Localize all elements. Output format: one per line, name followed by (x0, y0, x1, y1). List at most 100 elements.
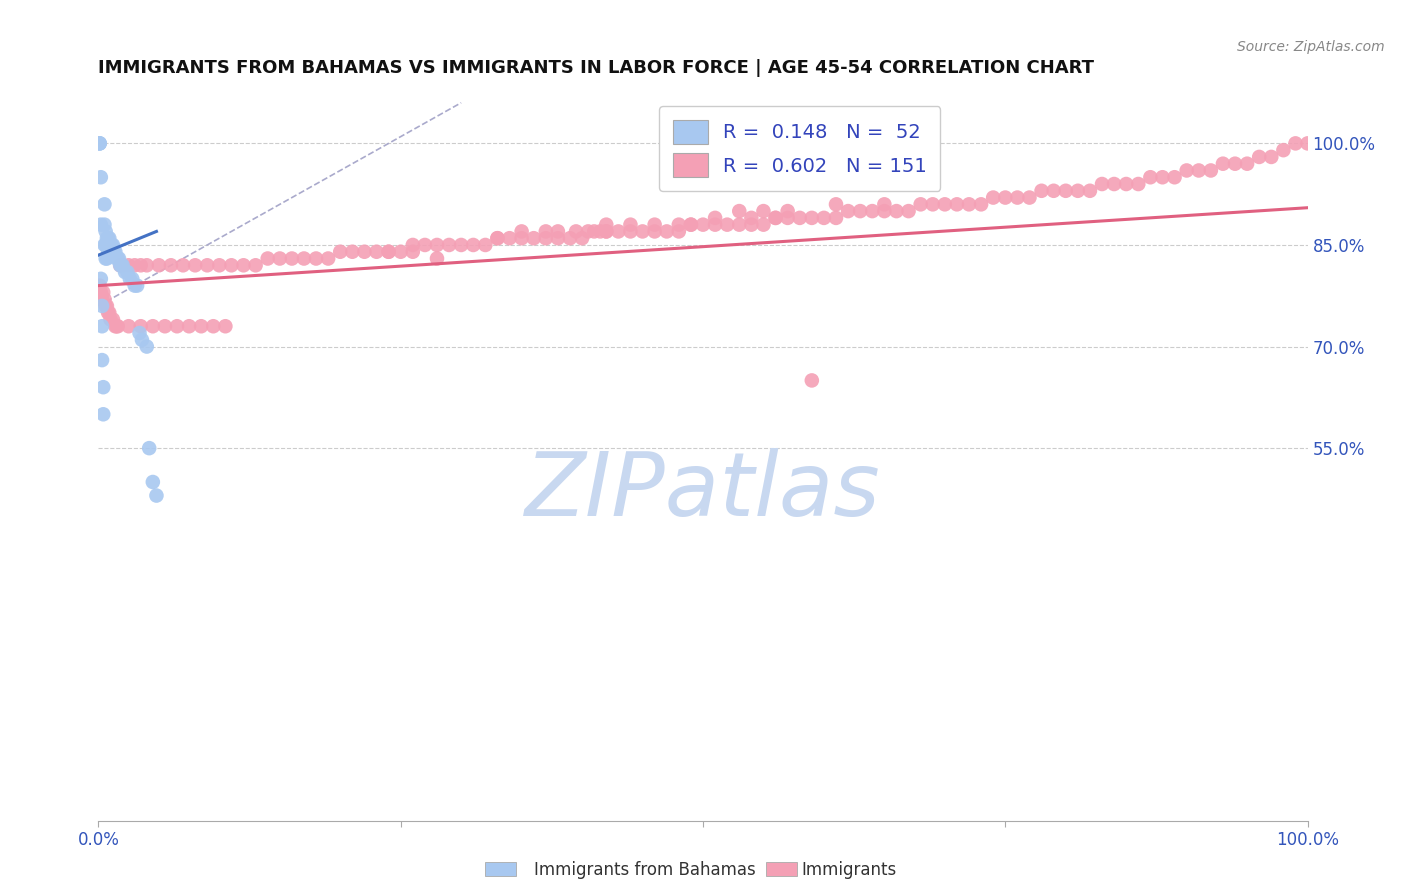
Point (97, 238, 120, 252)
Point (389, 244, 412, 259)
Point (1054, 184, 1077, 198)
Point (534, 224, 557, 238)
Point (98, 231, 121, 245)
Point (138, 441, 160, 455)
Point (402, 238, 425, 252)
Point (583, 224, 606, 238)
Point (96, 299, 118, 313)
Point (103, 244, 125, 259)
Point (114, 265, 136, 279)
Point (704, 211, 727, 225)
Point (728, 218, 751, 232)
Point (110, 258, 132, 272)
Point (142, 319, 165, 334)
Point (776, 204, 799, 219)
Point (1139, 170, 1161, 185)
Point (269, 252, 291, 266)
Point (153, 319, 176, 334)
Point (118, 272, 141, 286)
Point (245, 258, 267, 272)
Point (208, 258, 231, 272)
Point (486, 231, 509, 245)
Point (131, 333, 153, 347)
Point (377, 244, 399, 259)
Point (292, 252, 315, 266)
Point (190, 319, 212, 334)
Point (377, 244, 399, 259)
Point (644, 224, 666, 238)
Point (90, 272, 112, 286)
Point (668, 224, 690, 238)
Point (100, 244, 122, 259)
Point (589, 224, 612, 238)
Point (124, 278, 146, 293)
Point (740, 211, 762, 225)
Point (837, 204, 859, 219)
Point (96, 252, 118, 266)
Point (1091, 177, 1114, 191)
Point (595, 224, 617, 238)
Point (129, 258, 152, 272)
Point (1152, 170, 1174, 185)
Point (1128, 177, 1150, 191)
Point (100, 238, 122, 252)
Point (1007, 190, 1029, 204)
Point (1175, 163, 1198, 178)
Point (90, 285, 112, 300)
Point (571, 231, 593, 245)
Point (716, 218, 738, 232)
Point (813, 211, 835, 225)
Point (413, 238, 436, 252)
Point (776, 211, 799, 225)
Point (934, 197, 956, 211)
Point (100, 238, 122, 252)
Point (565, 224, 588, 238)
Point (873, 204, 896, 219)
Point (89, 136, 111, 151)
Point (1249, 150, 1271, 164)
Point (402, 244, 425, 259)
Point (426, 252, 449, 266)
Point (619, 218, 641, 232)
Point (214, 319, 236, 334)
Point (91, 407, 114, 421)
Point (800, 373, 823, 387)
Point (98, 238, 121, 252)
Point (172, 258, 194, 272)
Point (94, 299, 117, 313)
Point (1199, 163, 1222, 178)
Point (704, 218, 727, 232)
Point (1296, 136, 1319, 151)
Point (353, 244, 375, 259)
Point (97, 244, 120, 259)
Point (98, 244, 121, 259)
Point (195, 258, 218, 272)
Point (342, 244, 364, 259)
Point (89, 136, 111, 151)
Point (1042, 184, 1064, 198)
Point (93, 238, 115, 252)
Point (1236, 157, 1258, 171)
Point (118, 319, 141, 334)
Point (98, 306, 121, 320)
Point (91, 380, 114, 394)
Point (91, 353, 114, 368)
Point (1163, 170, 1185, 185)
Point (994, 190, 1017, 204)
Text: ZIPatlas: ZIPatlas (526, 449, 880, 534)
Point (860, 204, 883, 219)
Point (89, 136, 111, 151)
Point (486, 231, 509, 245)
Point (366, 244, 388, 259)
Point (558, 231, 581, 245)
Point (679, 218, 702, 232)
Point (970, 197, 993, 211)
Point (897, 204, 920, 219)
Point (91, 292, 114, 306)
Point (90, 170, 112, 185)
Point (547, 231, 569, 245)
Point (124, 258, 146, 272)
Point (849, 204, 872, 219)
Point (595, 218, 617, 232)
Point (256, 252, 278, 266)
